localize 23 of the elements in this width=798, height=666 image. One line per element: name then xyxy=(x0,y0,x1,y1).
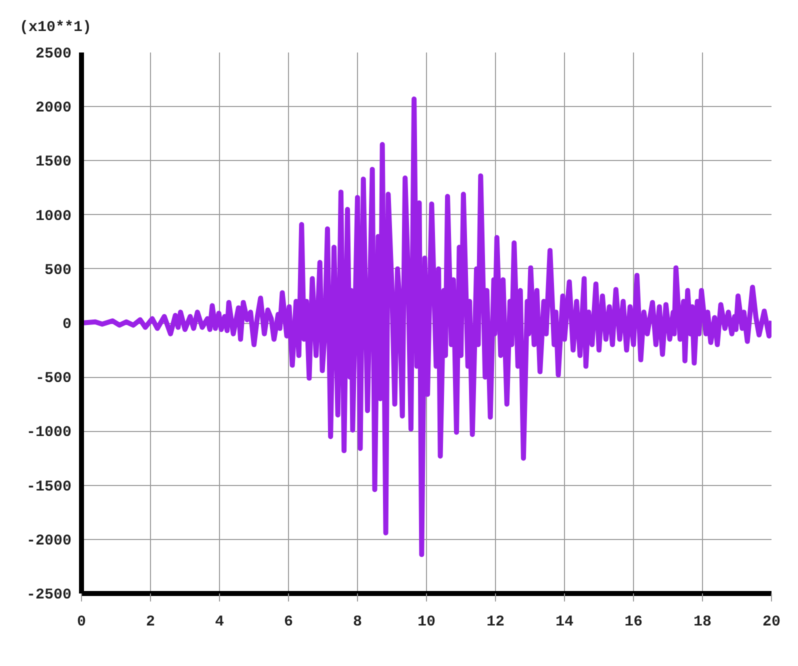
y-tick-label: -2500 xyxy=(26,586,72,604)
x-tick-label: 18 xyxy=(694,614,712,630)
y-axis-title: (x10**1) xyxy=(20,19,92,36)
y-tick-label: 1000 xyxy=(35,208,72,225)
y-tick-label: 2500 xyxy=(35,46,72,62)
x-tick-label: 0 xyxy=(77,614,86,630)
y-tick-label: 1500 xyxy=(35,154,72,171)
x-tick-label: 10 xyxy=(418,614,436,630)
x-tick-label: 4 xyxy=(215,614,224,630)
x-tick-label: 16 xyxy=(624,614,643,630)
y-tick-label: -1500 xyxy=(26,478,72,496)
x-tick-label: 14 xyxy=(556,614,574,630)
y-tick-label: -2000 xyxy=(26,532,72,550)
y-tick-label: -500 xyxy=(35,370,72,388)
y-tick-label: 500 xyxy=(44,262,72,279)
x-tick-label: 2 xyxy=(146,614,156,630)
y-tick-label: 2000 xyxy=(35,100,72,117)
y-tick-label: -1000 xyxy=(26,424,72,442)
y-tick-label: 0 xyxy=(62,316,72,333)
x-tick-label: 12 xyxy=(486,614,505,630)
x-tick-label: 6 xyxy=(284,614,294,630)
x-tick-label: 20 xyxy=(762,614,781,630)
x-tick-label: 8 xyxy=(353,614,362,630)
